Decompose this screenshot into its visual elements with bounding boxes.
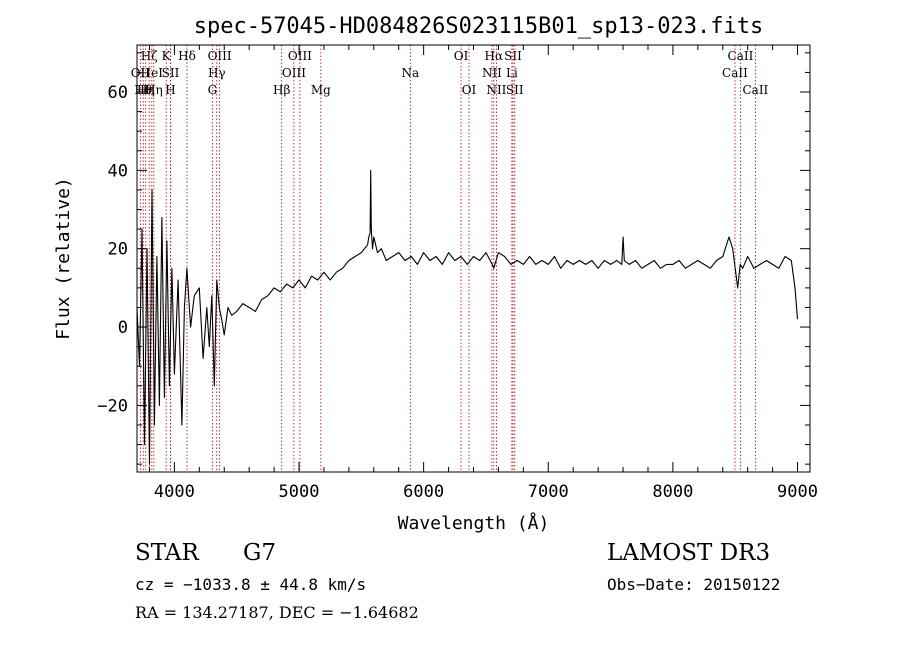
- obs-date: Obs−Date: 20150122: [607, 575, 781, 594]
- x-axis-label: Wavelength (Å): [398, 512, 550, 534]
- x-tick-label: 7000: [528, 482, 569, 502]
- spectral-line-label: Li: [506, 66, 518, 80]
- spectral-line-label: OIII: [208, 49, 232, 63]
- y-tick-label: 20: [108, 240, 128, 260]
- spectral-line-label: CaII: [742, 83, 768, 97]
- spectral-line-label: NII: [486, 83, 506, 97]
- y-tick-label: 0: [118, 318, 128, 338]
- spectral-line-label: SII: [506, 83, 524, 97]
- plot-frame: [136, 44, 811, 473]
- spectral-line-label: OIII: [288, 49, 312, 63]
- y-tick-label: 40: [108, 161, 128, 181]
- spectral-line-label: Hα: [485, 49, 504, 63]
- spectral-line-label: CaII: [728, 49, 754, 63]
- spectral-line-label: OI: [462, 83, 477, 97]
- spectral-line-label: Hγ: [208, 66, 226, 80]
- spectral-line-label: OI: [454, 49, 469, 63]
- spectral-line-label: CaII: [722, 66, 748, 80]
- subclass: G7: [243, 540, 277, 566]
- coordinates: RA = 134.27187, DEC = −1.64682: [135, 603, 419, 622]
- spectral-line-label: HeI: [141, 66, 164, 80]
- y-axis-label: Flux (relative): [53, 177, 74, 340]
- y-tick-label: 60: [108, 83, 128, 103]
- spectral-line-label: Hθ: [134, 83, 152, 97]
- x-tick-label: 6000: [403, 482, 444, 502]
- x-tick-label: 5000: [279, 482, 320, 502]
- spectral-line-label: Hη: [137, 83, 155, 97]
- flux-series-line: [136, 169, 799, 465]
- spectral-line-label: NII: [482, 66, 502, 80]
- y-tick-label: −20: [97, 396, 128, 416]
- spectral-line-label: H: [165, 83, 175, 97]
- spectral-line-label: Hζ: [141, 49, 158, 63]
- spectral-line-label: G: [208, 83, 218, 97]
- spectral-line-label: Hβ: [273, 83, 290, 97]
- x-tick-label: 9000: [777, 482, 818, 502]
- object-type: STAR: [135, 540, 199, 566]
- survey-label: LAMOST DR3: [607, 540, 771, 566]
- spectral-line-label: Hη: [145, 83, 163, 97]
- spectral-line-label: OIII: [282, 66, 306, 80]
- spectral-line-label: Na: [401, 66, 419, 80]
- spectral-line-label: Mg: [311, 83, 331, 97]
- spectral-line-label: Hδ: [178, 49, 196, 63]
- chart-title: spec-57045-HD084826S023115B01_sp13-023.f…: [194, 14, 764, 39]
- spectral-line-label: SII: [504, 49, 522, 63]
- x-tick-label: 8000: [652, 482, 693, 502]
- x-tick-label: 4000: [154, 482, 195, 502]
- spectral-line-label: K: [162, 49, 172, 63]
- redshift-value: cz = −1033.8 ± 44.8 km/s: [135, 575, 367, 594]
